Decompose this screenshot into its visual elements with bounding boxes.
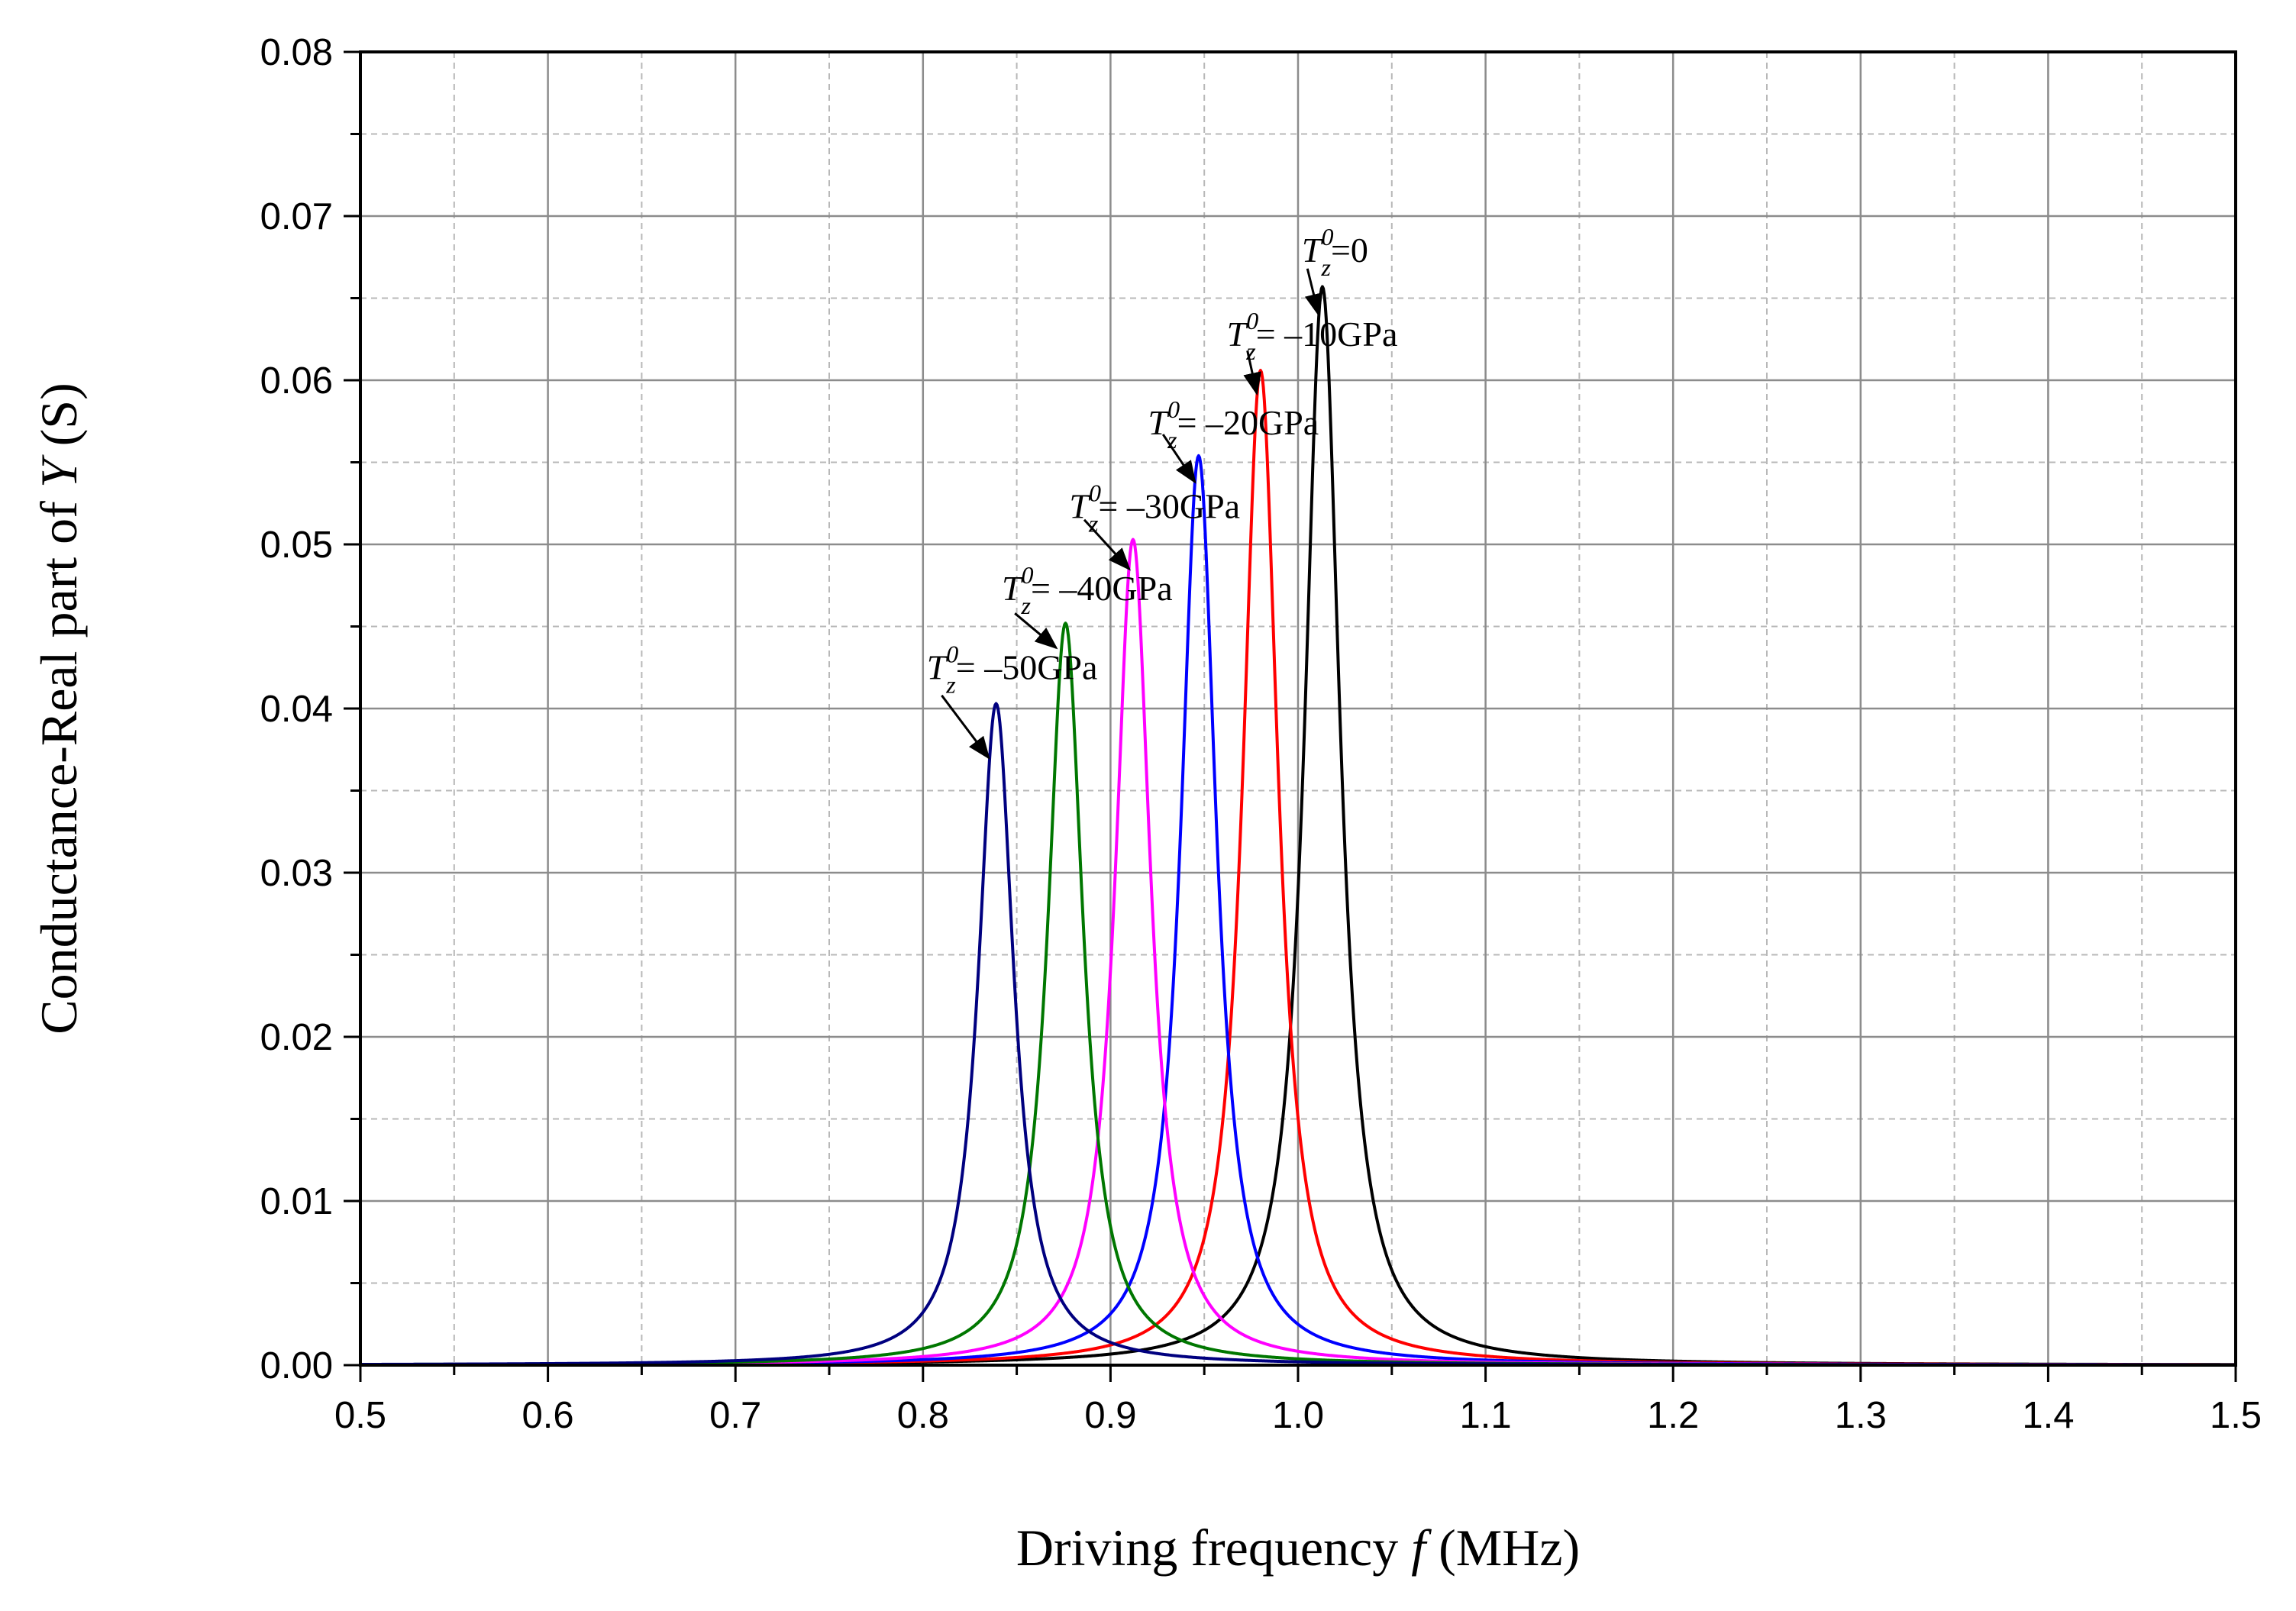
annotation-superscript: 0: [946, 640, 958, 667]
annotation-arrow: [1243, 350, 1261, 396]
annotation-symbol: T: [1227, 315, 1249, 354]
annotation-arrow: [1304, 268, 1323, 317]
annotation-value: = –50GPa: [956, 647, 1098, 686]
y-axis-title: Conductance-Real part of Y (S): [30, 383, 88, 1035]
x-tick-label: 1.5: [2210, 1395, 2262, 1436]
y-axis-title-prefix: Conductance-Real part of: [30, 488, 88, 1035]
y-axis-title-var: Y: [30, 454, 88, 488]
y-tick-label: 0.05: [260, 525, 333, 566]
annotation-superscript: 0: [1022, 561, 1034, 589]
annotation-3: T0 z= –30GPa: [1069, 479, 1240, 571]
annotation-arrow: [1161, 434, 1196, 484]
axis-ticks: 0.5 0.6 0.7 0.8 0.9 1.0 1.1 1.2 1.3 1.4 1.5 0.00 0.0…: [260, 32, 2262, 1436]
grid: [359, 50, 2237, 1367]
annotation-value: = –10GPa: [1256, 315, 1398, 354]
annotation-subscript: z: [945, 670, 956, 698]
x-axis-title-prefix: Driving frequency: [1016, 1519, 1411, 1577]
annotation-symbol: T: [1302, 231, 1324, 270]
x-tick-label: 0.6: [522, 1395, 574, 1436]
annotation-4: T0 z= –40GPa: [1002, 561, 1173, 650]
y-tick-label: 0.07: [260, 196, 333, 237]
annotation-label: T0 z=0: [1302, 223, 1368, 281]
x-tick-label: 1.1: [1460, 1395, 1512, 1436]
x-tick-label: 0.7: [709, 1395, 761, 1436]
annotation-value: = –20GPa: [1177, 403, 1319, 442]
annotation-subscript: z: [1021, 592, 1032, 619]
annotation-symbol: T: [1148, 403, 1171, 442]
annotation-label: T0 z= –30GPa: [1069, 479, 1240, 538]
annotation-label: T0 z= –50GPa: [927, 640, 1098, 698]
y-tick-label: 0.04: [260, 689, 333, 730]
x-axis-title: Driving frequency f (MHz): [1016, 1519, 1580, 1577]
annotation-2: T0 z= –20GPa: [1148, 395, 1319, 484]
annotation-superscript: 0: [1322, 223, 1334, 250]
annotation-label: T0 z= –20GPa: [1148, 395, 1319, 454]
annotation-subscript: z: [1321, 253, 1332, 281]
annotation-superscript: 0: [1246, 307, 1258, 334]
x-tick-label: 0.9: [1084, 1395, 1136, 1436]
annotation-superscript: 0: [1089, 479, 1101, 507]
annotation-0: T0 z=0: [1302, 223, 1368, 317]
annotation-arrow: [1083, 518, 1131, 571]
y-axis-title-unit: (S): [30, 383, 88, 459]
y-tick-label: 0.06: [260, 360, 333, 402]
x-axis-title-unit: (MHz): [1426, 1519, 1580, 1577]
annotation-subscript: z: [1167, 426, 1177, 454]
y-tick-label: 0.01: [260, 1181, 333, 1222]
annotation-label: T0 z= –40GPa: [1002, 561, 1173, 619]
annotation-arrow: [1014, 612, 1058, 650]
annotation-label: T0 z= –10GPa: [1227, 307, 1398, 365]
x-tick-label: 0.5: [334, 1395, 386, 1436]
x-tick-label: 0.8: [897, 1395, 949, 1436]
annotation-subscript: z: [1088, 510, 1099, 538]
annotation-value: = –30GPa: [1098, 487, 1240, 526]
x-tick-label: 1.3: [1835, 1395, 1887, 1436]
annotation-symbol: T: [927, 647, 949, 686]
annotation-value: = –40GPa: [1031, 569, 1173, 608]
annotation-1: T0 z= –10GPa: [1227, 307, 1398, 396]
y-tick-label: 0.02: [260, 1017, 333, 1058]
annotation-superscript: 0: [1167, 395, 1180, 423]
x-tick-label: 1.4: [2022, 1395, 2074, 1436]
annotation-symbol: T: [1002, 569, 1024, 608]
y-tick-label: 0.03: [260, 853, 333, 894]
x-tick-label: 1.2: [1647, 1395, 1699, 1436]
y-tick-label: 0.00: [260, 1345, 333, 1387]
y-tick-label: 0.08: [260, 32, 333, 73]
annotation-value: =0: [1331, 231, 1368, 270]
annotation-symbol: T: [1069, 487, 1091, 526]
x-tick-label: 1.0: [1272, 1395, 1324, 1436]
annotation-arrow: [941, 694, 990, 760]
annotation-5: T0 z= –50GPa: [927, 640, 1098, 760]
